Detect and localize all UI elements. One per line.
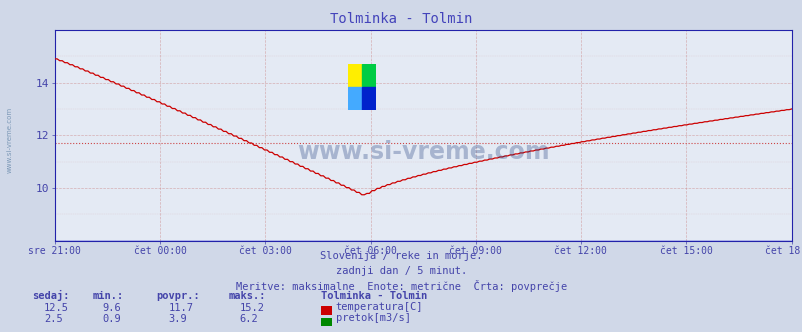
Text: sedaj:: sedaj: xyxy=(32,290,70,301)
Text: 6.2: 6.2 xyxy=(239,314,257,324)
Text: zadnji dan / 5 minut.: zadnji dan / 5 minut. xyxy=(335,266,467,276)
Text: 9.6: 9.6 xyxy=(103,303,121,313)
Text: temperatura[C]: temperatura[C] xyxy=(335,302,423,312)
Text: Slovenija / reke in morje.: Slovenija / reke in morje. xyxy=(320,251,482,261)
Text: min.:: min.: xyxy=(92,291,124,301)
Bar xyxy=(362,87,375,110)
Bar xyxy=(347,87,362,110)
Text: povpr.:: povpr.: xyxy=(156,291,200,301)
Text: www.si-vreme.com: www.si-vreme.com xyxy=(297,140,549,164)
Text: Meritve: maksimalne  Enote: metrične  Črta: povprečje: Meritve: maksimalne Enote: metrične Črta… xyxy=(236,280,566,291)
Text: 11.7: 11.7 xyxy=(168,303,193,313)
Text: 12.5: 12.5 xyxy=(44,303,69,313)
Bar xyxy=(362,64,375,87)
Text: maks.:: maks.: xyxy=(229,291,266,301)
Text: www.si-vreme.com: www.si-vreme.com xyxy=(6,106,12,173)
Text: pretok[m3/s]: pretok[m3/s] xyxy=(335,313,410,323)
Text: 2.5: 2.5 xyxy=(44,314,63,324)
Text: 3.9: 3.9 xyxy=(168,314,187,324)
Bar xyxy=(347,64,362,87)
Text: 0.9: 0.9 xyxy=(103,314,121,324)
Text: 15.2: 15.2 xyxy=(239,303,264,313)
Text: Tolminka - Tolmin: Tolminka - Tolmin xyxy=(321,291,427,301)
Text: Tolminka - Tolmin: Tolminka - Tolmin xyxy=(330,12,472,26)
